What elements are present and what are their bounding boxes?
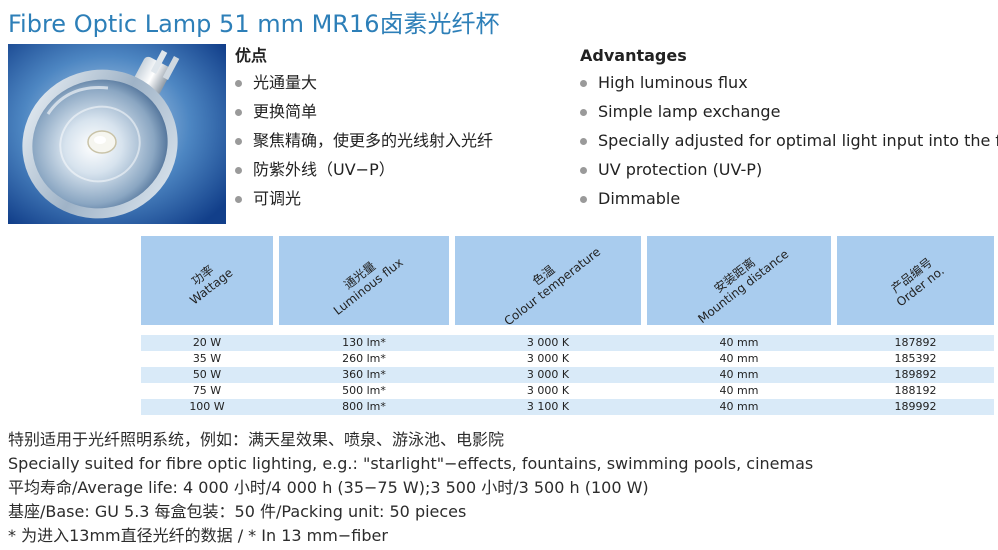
bullet-icon: [580, 109, 587, 116]
list-item: High luminous flux: [580, 73, 998, 102]
bullet-icon: [235, 167, 242, 174]
list-item: 聚焦精确，使更多的光线射入光纤: [235, 131, 493, 160]
header-colour-temperature-en: Colour temperature: [501, 244, 604, 325]
list-item: UV protection (UV-P): [580, 160, 998, 189]
header-order-no: 产品编号 Order no.: [837, 236, 994, 325]
table-row: 35 W 260 lm* 3 000 K 40 mm 185392: [192, 352, 937, 365]
note-average-life: 平均寿命/Average life: 4 000 小时/4 000 h (35−…: [8, 478, 649, 497]
list-item: 防紫外线（UV−P）: [235, 160, 493, 189]
header-luminous-flux: 通光量 Luminous flux: [279, 236, 449, 325]
list-item: Dimmable: [580, 189, 998, 218]
page-title: Fibre Optic Lamp 51 mm MR16卤素光纤杯: [8, 10, 500, 38]
note-base-packing: 基座/Base: GU 5.3 每盒包装：50 件/Packing unit: …: [8, 502, 467, 521]
spec-table-body: 20 W 130 lm* 3 000 K 40 mm 187892 35 W 2…: [141, 335, 994, 415]
bullet-icon: [580, 80, 587, 87]
advantages-list-cn: 光通量大 更换简单 聚焦精确，使更多的光线射入光纤 防紫外线（UV−P） 可调光: [235, 73, 493, 218]
bullet-icon: [580, 138, 587, 145]
table-row: 100 W 800 lm* 3 100 K 40 mm 189992: [141, 399, 994, 415]
list-item: Simple lamp exchange: [580, 102, 998, 131]
advantages-list-en: High luminous flux Simple lamp exchange …: [580, 73, 998, 218]
bullet-icon: [235, 138, 242, 145]
bullet-icon: [235, 109, 242, 116]
bullet-icon: [580, 167, 587, 174]
list-item: 更换简单: [235, 102, 493, 131]
advantages-chinese: 优点 光通量大 更换简单 聚焦精确，使更多的光线射入光纤 防紫外线（UV−P） …: [235, 46, 493, 218]
header-colour-temperature: 色温 Colour temperature: [455, 236, 641, 325]
list-item: 可调光: [235, 189, 493, 218]
product-notes: 特别适用于光纤照明系统，例如：满天星效果、喷泉、游泳池、电影院 Speciall…: [8, 430, 813, 550]
advantages-english: Advantages High luminous flux Simple lam…: [580, 46, 998, 218]
mr16-lamp-icon: [8, 44, 226, 224]
advantages-heading-en: Advantages: [580, 46, 687, 65]
note-application-en: Specially suited for fibre optic lightin…: [8, 454, 814, 473]
list-item: 光通量大: [235, 73, 493, 102]
note-application-cn: 特别适用于光纤照明系统，例如：满天星效果、喷泉、游泳池、电影院: [8, 430, 505, 449]
header-mounting-distance: 安装距离 Mounting distance: [647, 236, 831, 325]
bullet-icon: [580, 196, 587, 203]
table-row: 75 W 500 lm* 3 000 K 40 mm 188192: [192, 384, 937, 397]
bullet-icon: [235, 196, 242, 203]
table-row: 50 W 360 lm* 3 000 K 40 mm 189892: [141, 367, 994, 383]
header-wattage: 功率 Wattage: [141, 236, 273, 325]
advantages-heading-cn: 优点: [235, 46, 268, 65]
lamp-photo: [8, 44, 226, 224]
header-colour-temperature-cn: 色温: [529, 262, 558, 288]
table-row: 20 W 130 lm* 3 000 K 40 mm 187892: [141, 335, 994, 351]
bullet-icon: [235, 80, 242, 87]
note-footnote: * 为进入13mm直径光纤的数据 / * In 13 mm−fiber: [8, 526, 388, 545]
list-item: Specially adjusted for optimal light inp…: [580, 131, 998, 160]
